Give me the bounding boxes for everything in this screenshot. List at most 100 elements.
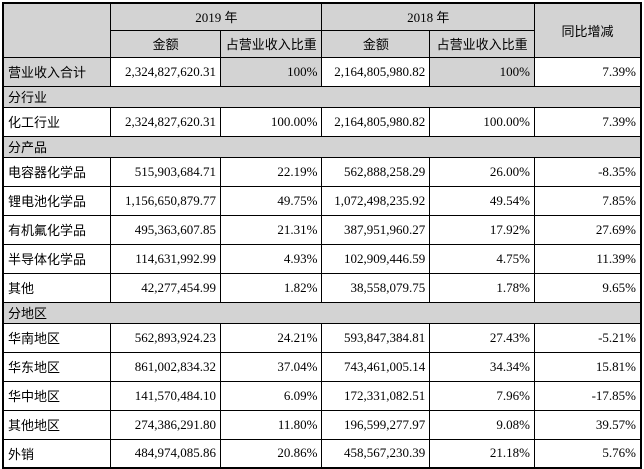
table-row: 外销 484,974,085.86 20.86% 458,567,230.39 21.1… [2,438,642,469]
amount-2019-cell: 2,324,827,620.31 [110,56,222,87]
section-label: 分行业 [2,85,642,108]
yoy-cell: 9.65% [533,272,642,303]
table-row: 华东地区 861,002,834.32 37.04% 743,461,005.14 34… [2,351,642,382]
row-label-cell: 电容器化学品 [2,156,112,187]
row-label-cell: 化工行业 [2,106,112,137]
table-row: 华南地区 562,893,924.23 24.21% 593,847,384.81 27… [2,322,642,353]
amount-2018-cell: 562,888,258.29 [321,156,431,187]
header-2018: 2018 年 [321,2,535,31]
table-row: 营业收入合计 2,324,827,620.31 100% 2,164,805,980.… [2,56,642,87]
row-label-cell: 半导体化学品 [2,243,112,274]
section-row: 分行业 [2,85,642,108]
yoy-cell: 5.76% [533,438,642,469]
section-row: 分产品 [2,135,642,158]
share-2019-cell: 22.19% [220,156,323,187]
header-row-measures: 金额 占营业收入比重 金额 占营业收入比重 [3,29,641,58]
share-2018-cell: 21.18% [429,438,535,469]
table-row: 有机氟化学品 495,363,607.85 21.31% 387,951,960.27… [2,214,642,245]
row-label-cell: 锂电池化学品 [2,185,112,216]
row-label-cell: 外销 [2,438,112,469]
share-2018-cell: 49.54% [429,185,535,216]
yoy-cell: 7.39% [533,56,642,87]
yoy-cell: 7.39% [533,106,642,137]
yoy-cell: 7.85% [533,185,642,216]
header-2019: 2019 年 [110,2,323,31]
share-2018-cell: 27.43% [429,322,535,353]
amount-2019-cell: 515,903,684.71 [110,156,222,187]
row-label-cell: 华东地区 [2,351,112,382]
share-2019-cell: 100% [220,56,323,87]
amount-2018-cell: 38,558,079.75 [321,272,431,303]
section-label: 分地区 [2,301,642,324]
share-2018-cell: 100% [429,56,535,87]
share-2019-cell: 4.93% [220,243,323,274]
amount-2019-cell: 861,002,834.32 [110,351,222,382]
table-row: 其他地区 274,386,291.80 11.80% 196,599,277.97 9.… [2,409,642,440]
yoy-cell: 11.39% [533,243,642,274]
amount-2019-cell: 484,974,085.86 [110,438,222,469]
yoy-cell: -5.21% [533,322,642,353]
share-2018-cell: 17.92% [429,214,535,245]
amount-2019-cell: 274,386,291.80 [110,409,222,440]
amount-2018-cell: 196,599,277.97 [321,409,431,440]
section-row: 分地区 [2,301,642,324]
row-label-cell: 营业收入合计 [2,56,112,87]
amount-2018-cell: 172,331,082.51 [321,380,431,411]
row-label-cell: 华南地区 [2,322,112,353]
share-2018-cell: 9.08% [429,409,535,440]
share-2019-cell: 49.75% [220,185,323,216]
yoy-cell: 27.69% [533,214,642,245]
amount-2019-cell: 562,893,924.23 [110,322,222,353]
amount-2018-cell: 593,847,384.81 [321,322,431,353]
amount-2019-cell: 2,324,827,620.31 [110,106,222,137]
amount-2018-cell: 387,951,960.27 [321,214,431,245]
share-2018-cell: 7.96% [429,380,535,411]
share-2019-cell: 6.09% [220,380,323,411]
share-2018-cell: 34.34% [429,351,535,382]
share-2019-cell: 20.86% [220,438,323,469]
amount-2018-cell: 2,164,805,980.82 [321,106,431,137]
share-2019-cell: 24.21% [220,322,323,353]
amount-2019-cell: 495,363,607.85 [110,214,222,245]
share-2018-cell: 100.00% [429,106,535,137]
header-amount-2018: 金额 [321,29,431,58]
header-yoy: 同比增减 [533,2,642,58]
table-row: 其他 42,277,454.99 1.82% 38,558,079.75 1.78% 9.… [2,272,642,303]
header-row-years: 2019 年 2018 年 同比增减 [2,2,642,58]
amount-2019-cell: 1,156,650,879.77 [110,185,222,216]
amount-2018-cell: 102,909,446.59 [321,243,431,274]
yoy-cell: 15.81% [533,351,642,382]
amount-2019-cell: 42,277,454.99 [110,272,222,303]
share-2018-cell: 1.78% [429,272,535,303]
yoy-cell: 39.57% [533,409,642,440]
yoy-cell: -17.85% [533,380,642,411]
share-2018-cell: 4.75% [429,243,535,274]
amount-2018-cell: 2,164,805,980.82 [321,56,431,87]
share-2019-cell: 21.31% [220,214,323,245]
row-label-cell: 其他地区 [2,409,112,440]
table-row: 半导体化学品 114,631,992.99 4.93% 102,909,446.59 4… [2,243,642,274]
row-label-cell: 有机氟化学品 [2,214,112,245]
header-share-2018: 占营业收入比重 [429,29,535,58]
amount-2018-cell: 458,567,230.39 [321,438,431,469]
table-row: 华中地区 141,570,484.10 6.09% 172,331,082.51 7.9… [2,380,642,411]
row-label-cell: 其他 [2,272,112,303]
amount-2019-cell: 114,631,992.99 [110,243,222,274]
table-body: 营业收入合计 2,324,827,620.31 100% 2,164,805,980.… [2,56,642,469]
amount-2018-cell: 743,461,005.14 [321,351,431,382]
corner-cell [2,2,112,58]
share-2019-cell: 1.82% [220,272,323,303]
table-row: 化工行业 2,324,827,620.31 100.00% 2,164,805,980… [2,106,642,137]
header-amount-2019: 金额 [110,29,222,58]
header-share-2019: 占营业收入比重 [220,29,323,58]
share-2019-cell: 37.04% [220,351,323,382]
yoy-cell: -8.35% [533,156,642,187]
share-2018-cell: 26.00% [429,156,535,187]
table-head-body: 2019 年 2018 年 同比增减 金额 占营业收入比重 金额 占营业收入比重 [2,2,642,58]
amount-2018-cell: 1,072,498,235.92 [321,185,431,216]
table-row: 锂电池化学品 1,156,650,879.77 49.75% 1,072,498,23… [2,185,642,216]
amount-2019-cell: 141,570,484.10 [110,380,222,411]
section-label: 分产品 [2,135,642,158]
share-2019-cell: 100.00% [220,106,323,137]
